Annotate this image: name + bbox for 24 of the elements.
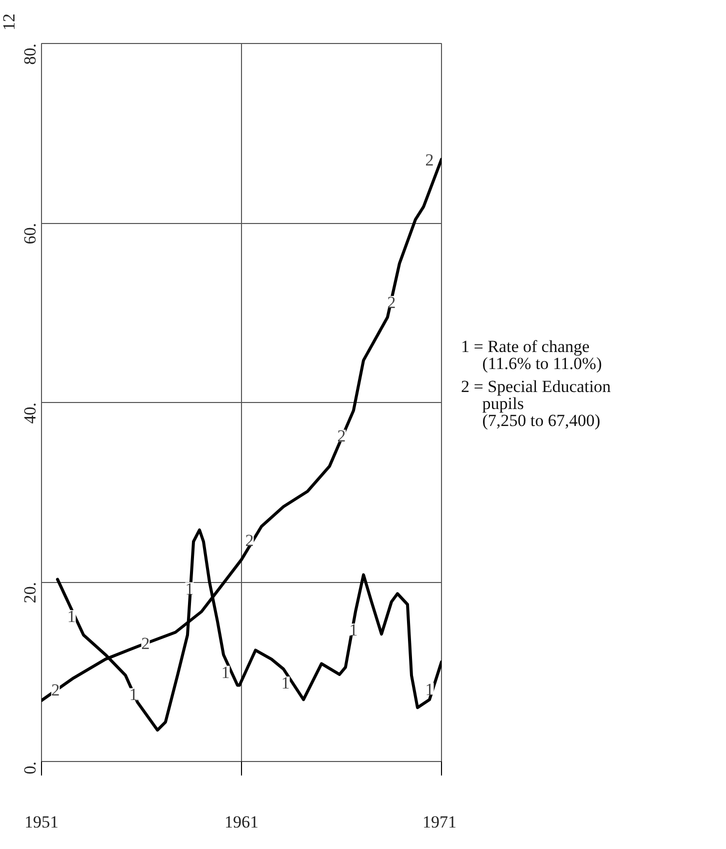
annotation: 2 bbox=[141, 634, 150, 654]
annotation: 1 bbox=[281, 674, 290, 693]
x-tick-label: 1961 bbox=[224, 812, 258, 832]
y-tick-label: 60. bbox=[20, 223, 40, 244]
annotation: 2 bbox=[425, 150, 434, 170]
annotation: 1 bbox=[349, 620, 358, 640]
annotation: 1 bbox=[221, 662, 230, 682]
text: 1 = Rate of change (11.6% to 11.0%) bbox=[461, 337, 603, 373]
y-tick-label: 80. bbox=[20, 44, 40, 65]
text: 2 = Special Education pupils (7,250 to 67,400) bbox=[461, 377, 611, 430]
annotation: 1 bbox=[185, 579, 194, 598]
annotation: 2 bbox=[387, 292, 396, 312]
annotation: 2 bbox=[51, 680, 60, 700]
annotation: 2 bbox=[245, 530, 254, 550]
text: 12 bbox=[0, 14, 18, 30]
x-tick-label: 1951 bbox=[24, 812, 58, 832]
y-tick-label: 0. bbox=[20, 762, 40, 774]
x-tick-label: 1971 bbox=[422, 812, 456, 832]
annotation: 1 bbox=[129, 685, 138, 704]
annotation: 1 bbox=[425, 680, 434, 699]
y-tick-label: 40. bbox=[20, 402, 40, 424]
annotation: 2 bbox=[337, 426, 346, 446]
annotation: 1 bbox=[67, 607, 76, 626]
y-tick-label: 20. bbox=[20, 582, 40, 604]
